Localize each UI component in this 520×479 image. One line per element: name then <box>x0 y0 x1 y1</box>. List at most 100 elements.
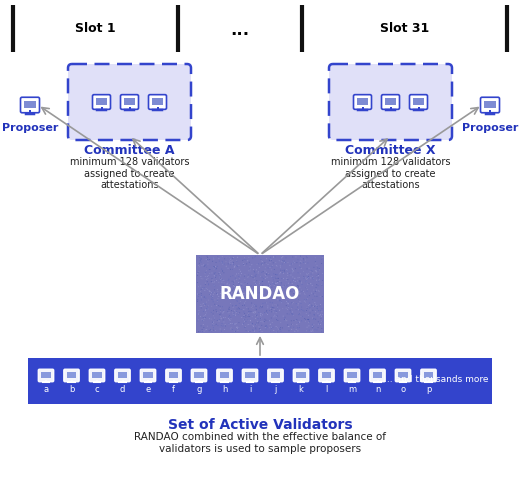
Point <box>199 300 207 308</box>
Point <box>305 316 313 324</box>
Point <box>284 303 293 311</box>
Point <box>214 295 222 302</box>
Point <box>266 254 275 262</box>
Point <box>225 281 233 289</box>
FancyBboxPatch shape <box>115 369 130 382</box>
FancyBboxPatch shape <box>293 369 309 382</box>
Point <box>211 263 219 271</box>
Point <box>222 262 230 270</box>
Point <box>311 308 319 316</box>
Point <box>216 282 224 290</box>
Point <box>229 282 238 290</box>
Point <box>196 288 204 296</box>
Point <box>313 272 321 280</box>
FancyBboxPatch shape <box>64 369 79 382</box>
Point <box>197 273 205 280</box>
Point <box>274 274 282 282</box>
Point <box>252 280 260 287</box>
Text: i: i <box>249 386 251 395</box>
Point <box>295 310 304 318</box>
Point <box>262 296 270 303</box>
Point <box>249 319 257 327</box>
Point <box>283 267 292 274</box>
FancyBboxPatch shape <box>480 97 500 113</box>
Text: c: c <box>95 386 99 395</box>
Point <box>290 288 298 296</box>
Point <box>195 263 203 271</box>
Point <box>281 316 290 323</box>
Point <box>307 267 315 274</box>
Point <box>202 294 210 302</box>
Point <box>204 258 212 265</box>
Point <box>291 274 299 282</box>
FancyBboxPatch shape <box>89 369 105 382</box>
Point <box>200 293 209 300</box>
Point <box>248 302 256 310</box>
Point <box>311 291 319 299</box>
Point <box>284 304 293 311</box>
Point <box>195 283 203 291</box>
Point <box>314 282 322 289</box>
Point <box>290 323 298 331</box>
Point <box>316 310 324 318</box>
Point <box>230 283 239 290</box>
Point <box>300 296 308 304</box>
Point <box>294 311 303 319</box>
Point <box>242 327 250 334</box>
Text: ... and thousands more: ... and thousands more <box>384 375 488 384</box>
Point <box>277 287 285 295</box>
Point <box>197 293 205 301</box>
Point <box>261 315 269 323</box>
Text: Set of Active Validators: Set of Active Validators <box>167 418 353 432</box>
Point <box>249 301 257 308</box>
Point <box>263 285 271 293</box>
Point <box>311 259 320 267</box>
Point <box>233 305 241 313</box>
Point <box>230 308 238 316</box>
Point <box>235 279 243 286</box>
Point <box>218 257 226 265</box>
Point <box>202 305 211 313</box>
Point <box>198 285 206 292</box>
Point <box>232 262 240 270</box>
Point <box>283 310 291 318</box>
Point <box>259 291 267 298</box>
Point <box>258 292 266 299</box>
Point <box>205 256 213 263</box>
Point <box>277 319 285 327</box>
Point <box>289 276 297 284</box>
Text: h: h <box>222 386 227 395</box>
Point <box>293 282 302 289</box>
Point <box>274 279 282 287</box>
Point <box>246 265 254 273</box>
Point <box>226 317 235 324</box>
Point <box>219 308 228 316</box>
Point <box>202 285 211 292</box>
Point <box>297 303 306 311</box>
FancyBboxPatch shape <box>149 95 166 109</box>
Point <box>224 291 232 299</box>
Point <box>263 307 271 314</box>
Point <box>297 300 305 308</box>
Point <box>239 261 248 268</box>
Point <box>248 313 256 320</box>
Point <box>295 322 303 330</box>
Point <box>213 290 221 297</box>
Point <box>270 280 279 288</box>
Point <box>306 309 314 317</box>
Point <box>283 267 292 274</box>
Point <box>277 324 285 331</box>
Bar <box>118 372 127 378</box>
Point <box>272 316 281 323</box>
Point <box>209 321 217 329</box>
Point <box>202 261 210 269</box>
Point <box>233 290 242 298</box>
Point <box>268 273 276 280</box>
Point <box>212 264 220 272</box>
Point <box>303 287 311 295</box>
Point <box>285 294 294 302</box>
Point <box>246 263 254 271</box>
Point <box>272 328 280 336</box>
Point <box>209 253 217 261</box>
Point <box>257 309 265 317</box>
